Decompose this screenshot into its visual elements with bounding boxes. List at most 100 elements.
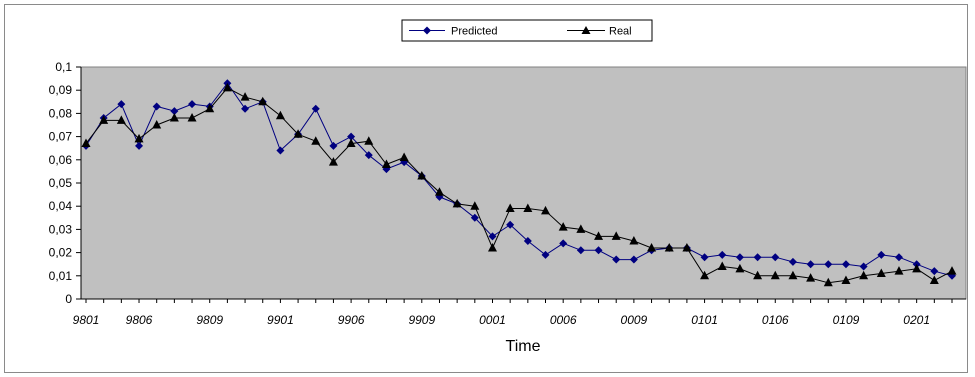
legend-label-predicted: Predicted — [451, 26, 497, 38]
y-tick-label: 0,08 — [49, 106, 73, 120]
data-point-real — [664, 242, 674, 252]
data-point-real — [611, 231, 621, 240]
x-tick-label: 0006 — [550, 313, 577, 327]
chart-frame: Predicted Real 0 0,01 0,02 0,03 0,04 0,05 0,06… — [4, 4, 968, 373]
legend-marker-predicted — [423, 26, 431, 35]
y-tick-label: 0,1 — [55, 60, 72, 74]
x-tick-label: 9801 — [73, 313, 100, 327]
data-point-real — [717, 261, 727, 271]
data-point-real — [434, 187, 444, 196]
data-point-predicted — [135, 141, 144, 150]
data-point-real — [205, 103, 215, 113]
legend-label-real: Real — [609, 26, 632, 38]
data-point-predicted — [771, 253, 780, 262]
x-tick-label: 0009 — [621, 313, 648, 327]
data-point-real — [647, 242, 657, 252]
data-point-predicted — [841, 260, 850, 269]
data-point-real — [399, 152, 409, 161]
data-point-predicted — [470, 213, 479, 222]
data-point-predicted — [718, 250, 727, 259]
data-point-predicted — [311, 104, 320, 113]
data-point-real — [81, 138, 91, 148]
data-point-predicted — [329, 141, 338, 150]
data-point-real — [806, 273, 816, 282]
data-point-real — [912, 263, 922, 273]
data-point-real — [470, 201, 480, 210]
data-point-predicted — [824, 260, 833, 269]
data-point-real — [735, 263, 745, 273]
data-point-real — [947, 266, 957, 275]
x-tick-label: 0201 — [903, 313, 930, 327]
data-point-predicted — [276, 146, 285, 155]
y-tick-label: 0,02 — [49, 246, 73, 260]
data-point-real — [99, 115, 109, 124]
y-tick-label: 0,04 — [49, 199, 73, 213]
data-point-predicted — [188, 100, 197, 109]
x-tick-label: 0106 — [762, 313, 789, 327]
x-axis: 9801 9806 9809 9901 9906 9909 0001 0006 0009 0101… — [73, 298, 966, 327]
data-point-real — [293, 129, 303, 138]
data-point-predicted — [788, 257, 797, 266]
data-point-predicted — [859, 262, 868, 271]
legend-marker-real — [581, 26, 591, 34]
data-point-real — [152, 120, 162, 129]
data-point-real — [346, 138, 356, 148]
data-point-predicted — [364, 151, 373, 160]
data-point-predicted — [541, 250, 550, 259]
data-point-real — [487, 242, 497, 252]
data-point-predicted — [347, 132, 356, 141]
data-point-predicted — [576, 246, 585, 255]
y-tick-label: 0,09 — [49, 83, 73, 97]
data-point-predicted — [559, 239, 568, 248]
data-point-predicted — [117, 100, 126, 109]
data-point-real — [770, 270, 780, 280]
data-point-real — [594, 231, 604, 240]
data-point-predicted — [806, 260, 815, 269]
x-tick-label: 0109 — [833, 313, 860, 327]
data-point-predicted — [488, 232, 497, 241]
x-tick-label: 0101 — [691, 313, 718, 327]
data-point-real — [364, 136, 374, 145]
data-point-real — [523, 203, 533, 213]
data-point-real — [134, 133, 144, 143]
data-point-predicted — [735, 253, 744, 262]
data-point-predicted — [594, 246, 603, 255]
data-point-real — [859, 270, 869, 280]
plot-area — [80, 66, 967, 300]
data-point-predicted — [753, 253, 762, 262]
series-layer — [81, 79, 957, 287]
x-tick-label: 9806 — [126, 313, 153, 327]
data-point-real — [700, 270, 710, 280]
data-point-predicted — [930, 267, 939, 276]
data-point-predicted — [506, 220, 515, 229]
y-tick-label: 0 — [65, 292, 72, 306]
line-chart: Predicted Real 0 0,01 0,02 0,03 0,04 0,05 0,06… — [49, 19, 967, 355]
data-point-real — [452, 198, 462, 208]
y-tick-label: 0,05 — [49, 176, 73, 190]
data-point-predicted — [894, 253, 903, 262]
x-tick-label: 0001 — [479, 313, 506, 327]
data-point-real — [417, 171, 427, 180]
x-tick-label: 9909 — [408, 313, 435, 327]
data-point-real — [240, 92, 250, 101]
data-point-real — [841, 275, 851, 284]
data-point-predicted — [523, 237, 532, 245]
data-point-predicted — [152, 102, 161, 111]
data-point-real — [788, 270, 798, 280]
data-point-real — [823, 277, 833, 287]
data-point-real — [558, 222, 568, 231]
data-point-predicted — [877, 250, 886, 259]
legend-box — [401, 19, 653, 42]
data-point-real — [894, 266, 904, 275]
data-point-predicted — [241, 104, 250, 113]
data-point-real — [753, 270, 763, 280]
data-point-real — [116, 115, 126, 124]
data-point-real — [169, 113, 179, 122]
data-point-real — [505, 203, 515, 213]
data-point-real — [222, 82, 232, 92]
data-point-real — [876, 268, 886, 277]
data-point-real — [258, 96, 268, 106]
y-tick-label: 0,03 — [49, 222, 73, 236]
data-point-predicted — [700, 253, 709, 262]
x-tick-label: 9901 — [267, 313, 294, 327]
